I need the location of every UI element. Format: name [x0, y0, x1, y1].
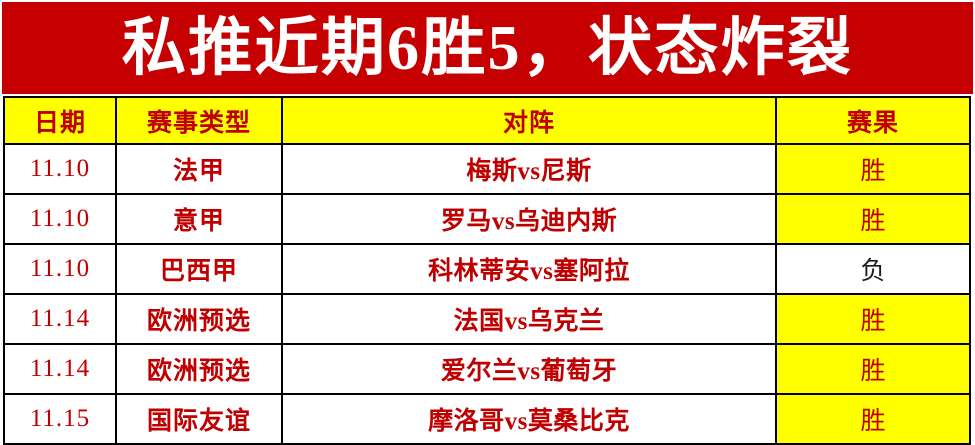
table-row: 11.10 法甲 梅斯vs尼斯 胜: [3, 143, 971, 195]
cell-league: 法甲: [115, 143, 283, 195]
cell-match: 爱尔兰vs葡萄牙: [281, 343, 777, 395]
cell-date: 11.15: [3, 393, 117, 445]
results-table-container: 日期 赛事类型 对阵 赛果 11.10 法甲 梅斯vs尼斯 胜 11.10 意甲…: [3, 96, 971, 445]
cell-result: 胜: [775, 193, 971, 245]
cell-date: 11.10: [3, 193, 117, 245]
column-header-result: 赛果: [775, 96, 971, 145]
table-header-row: 日期 赛事类型 对阵 赛果: [3, 96, 971, 145]
cell-date: 11.10: [3, 243, 117, 295]
column-header-date: 日期: [3, 96, 117, 145]
page-title: 私推近期6胜5，状态炸裂: [121, 12, 854, 83]
cell-date: 11.10: [3, 143, 117, 195]
cell-match: 梅斯vs尼斯: [281, 143, 777, 195]
cell-result: 胜: [775, 143, 971, 195]
table-body: 11.10 法甲 梅斯vs尼斯 胜 11.10 意甲 罗马vs乌迪内斯 胜 11…: [3, 143, 971, 445]
table-row: 11.15 国际友谊 摩洛哥vs莫桑比克 胜: [3, 393, 971, 445]
cell-match: 法国vs乌克兰: [281, 293, 777, 345]
column-header-match: 对阵: [281, 96, 777, 145]
cell-date: 11.14: [3, 343, 117, 395]
table-row: 11.14 欧洲预选 法国vs乌克兰 胜: [3, 293, 971, 345]
cell-league: 意甲: [115, 193, 283, 245]
cell-league: 欧洲预选: [115, 343, 283, 395]
column-header-league: 赛事类型: [115, 96, 283, 145]
title-banner: 私推近期6胜5，状态炸裂: [2, 2, 973, 94]
cell-result: 负: [775, 243, 971, 295]
cell-match: 摩洛哥vs莫桑比克: [281, 393, 777, 445]
cell-result: 胜: [775, 343, 971, 395]
cell-match: 罗马vs乌迪内斯: [281, 193, 777, 245]
cell-result: 胜: [775, 393, 971, 445]
cell-date: 11.14: [3, 293, 117, 345]
cell-league: 巴西甲: [115, 243, 283, 295]
cell-result: 胜: [775, 293, 971, 345]
cell-league: 欧洲预选: [115, 293, 283, 345]
cell-league: 国际友谊: [115, 393, 283, 445]
table-row: 11.10 意甲 罗马vs乌迪内斯 胜: [3, 193, 971, 245]
table-row: 11.14 欧洲预选 爱尔兰vs葡萄牙 胜: [3, 343, 971, 395]
results-table: 日期 赛事类型 对阵 赛果 11.10 法甲 梅斯vs尼斯 胜 11.10 意甲…: [3, 96, 971, 445]
table-row: 11.10 巴西甲 科林蒂安vs塞阿拉 负: [3, 243, 971, 295]
cell-match: 科林蒂安vs塞阿拉: [281, 243, 777, 295]
